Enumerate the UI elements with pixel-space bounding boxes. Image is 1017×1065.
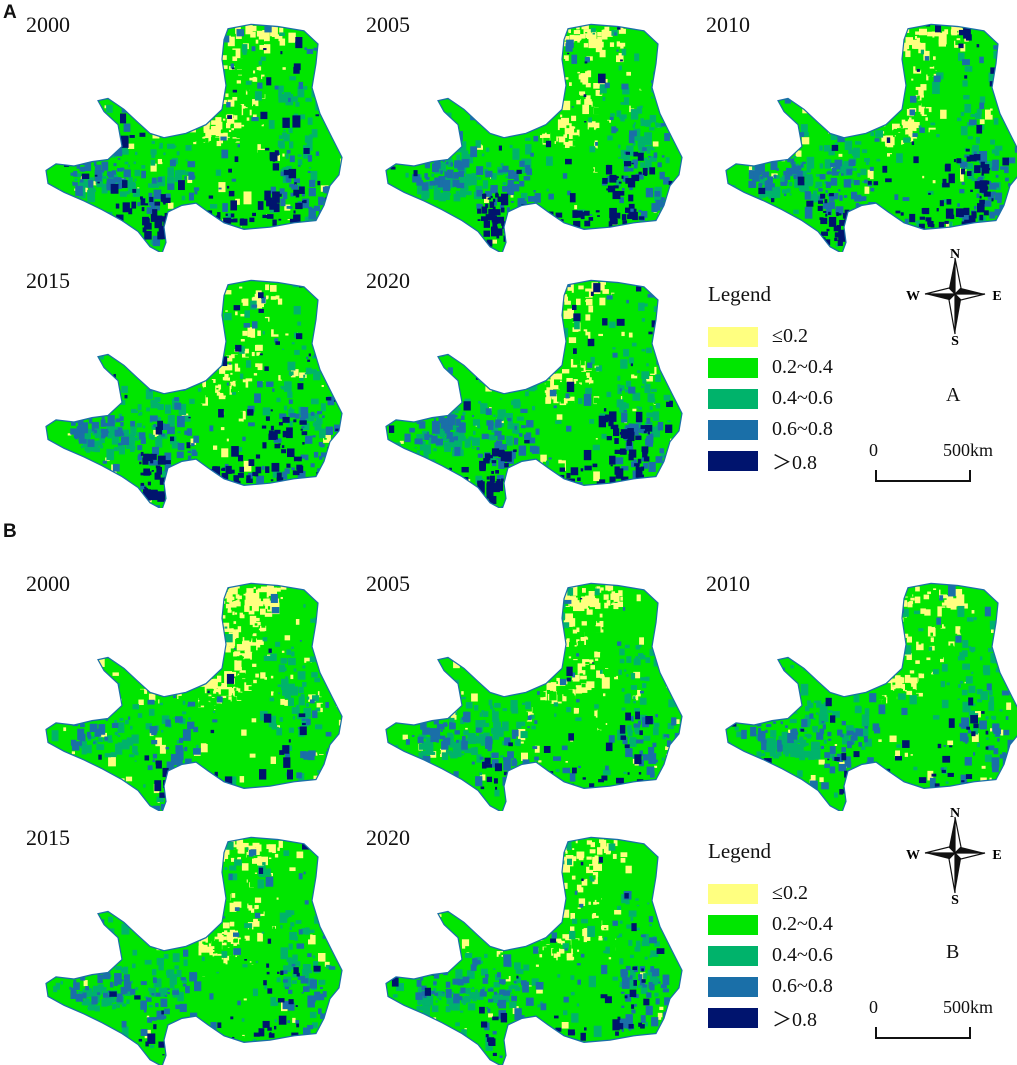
legend-item: 0.6~0.8 — [708, 971, 868, 1002]
scale-zero: 0 — [869, 440, 878, 461]
north-arrow-icon: N S W E — [900, 246, 1010, 346]
region-map — [706, 571, 1017, 811]
legend-title: Legend — [708, 839, 868, 864]
legend-item: ＞0.8 — [708, 445, 868, 476]
legend-item: 0.4~0.6 — [708, 940, 868, 971]
legend-swatch — [708, 977, 758, 997]
region-map — [366, 825, 696, 1065]
legend-item: 0.6~0.8 — [708, 414, 868, 445]
legend-swatch — [708, 884, 758, 904]
subfigure-label: B — [946, 941, 959, 964]
map-cell: 2020 — [366, 825, 696, 1065]
north-arrow-icon: N S W E — [900, 805, 1010, 905]
region-map — [366, 571, 696, 811]
map-cell: 2010 — [706, 12, 1017, 252]
region-map — [366, 12, 696, 252]
legend-swatch — [708, 327, 758, 347]
map-cell: 2015 — [26, 825, 356, 1065]
compass-n: N — [950, 806, 960, 821]
scale-max: 500km — [943, 997, 993, 1018]
legend-label: 0.2~0.4 — [772, 913, 833, 936]
legend-swatch — [708, 1008, 758, 1028]
scale-bar: 0 500km — [865, 997, 995, 1047]
legend-swatch — [708, 451, 758, 471]
panel-letter: A — [3, 2, 17, 24]
scale-line — [875, 1027, 971, 1039]
compass-s: S — [951, 334, 959, 346]
legend-label: 0.4~0.6 — [772, 944, 833, 967]
legend-label: 0.6~0.8 — [772, 975, 833, 998]
legend: Legend ≤0.2 0.2~0.4 0.4~0.6 0.6~0.8 ＞0.8 — [708, 282, 868, 476]
legend-swatch — [708, 358, 758, 378]
scale-max-value: 500 — [943, 440, 970, 460]
legend: Legend ≤0.2 0.2~0.4 0.4~0.6 0.6~0.8 ＞0.8 — [708, 839, 868, 1033]
legend-label: 0.6~0.8 — [772, 418, 833, 441]
compass-s: S — [951, 893, 959, 905]
compass-e: E — [992, 289, 1001, 304]
legend-label: ＞0.8 — [772, 446, 817, 475]
panel-b: B 2000 2005 2010 2015 2020 Legend ≤0.2 0… — [0, 519, 1017, 1038]
scale-unit: km — [970, 997, 993, 1017]
map-cell: 2000 — [26, 12, 356, 252]
legend-item: ＞0.8 — [708, 1002, 868, 1033]
compass-e: E — [992, 848, 1001, 863]
legend-label: 0.2~0.4 — [772, 356, 833, 379]
region-map — [26, 825, 356, 1065]
legend-title: Legend — [708, 282, 868, 307]
map-cell: 2005 — [366, 571, 696, 811]
scale-max: 500km — [943, 440, 993, 461]
region-map — [366, 268, 696, 508]
compass-w: W — [906, 289, 920, 304]
map-cell: 2010 — [706, 571, 1017, 811]
scale-unit: km — [970, 440, 993, 460]
legend-swatch — [708, 946, 758, 966]
legend-swatch — [708, 389, 758, 409]
map-cell: 2000 — [26, 571, 356, 811]
legend-item: 0.4~0.6 — [708, 383, 868, 414]
legend-item: 0.2~0.4 — [708, 909, 868, 940]
compass-n: N — [950, 247, 960, 262]
panel-letter: B — [3, 521, 17, 543]
legend-item: 0.2~0.4 — [708, 352, 868, 383]
map-cell: 2005 — [366, 12, 696, 252]
region-map — [706, 12, 1017, 252]
panel-a: A 2000 2005 2010 2015 2020 Legend ≤0.2 0… — [0, 0, 1017, 519]
subfigure-label: A — [946, 384, 960, 407]
legend-swatch — [708, 915, 758, 935]
region-map — [26, 12, 356, 252]
legend-label: ≤0.2 — [772, 882, 808, 905]
legend-swatch — [708, 420, 758, 440]
legend-item: ≤0.2 — [708, 878, 868, 909]
legend-label: 0.4~0.6 — [772, 387, 833, 410]
legend-label: ≤0.2 — [772, 325, 808, 348]
legend-item: ≤0.2 — [708, 321, 868, 352]
scale-zero: 0 — [869, 997, 878, 1018]
map-cell: 2015 — [26, 268, 356, 508]
scale-line — [875, 470, 971, 482]
scale-max-value: 500 — [943, 997, 970, 1017]
compass-w: W — [906, 848, 920, 863]
region-map — [26, 268, 356, 508]
region-map — [26, 571, 356, 811]
scale-bar: 0 500km — [865, 440, 995, 490]
legend-label: ＞0.8 — [772, 1003, 817, 1032]
map-cell: 2020 — [366, 268, 696, 508]
